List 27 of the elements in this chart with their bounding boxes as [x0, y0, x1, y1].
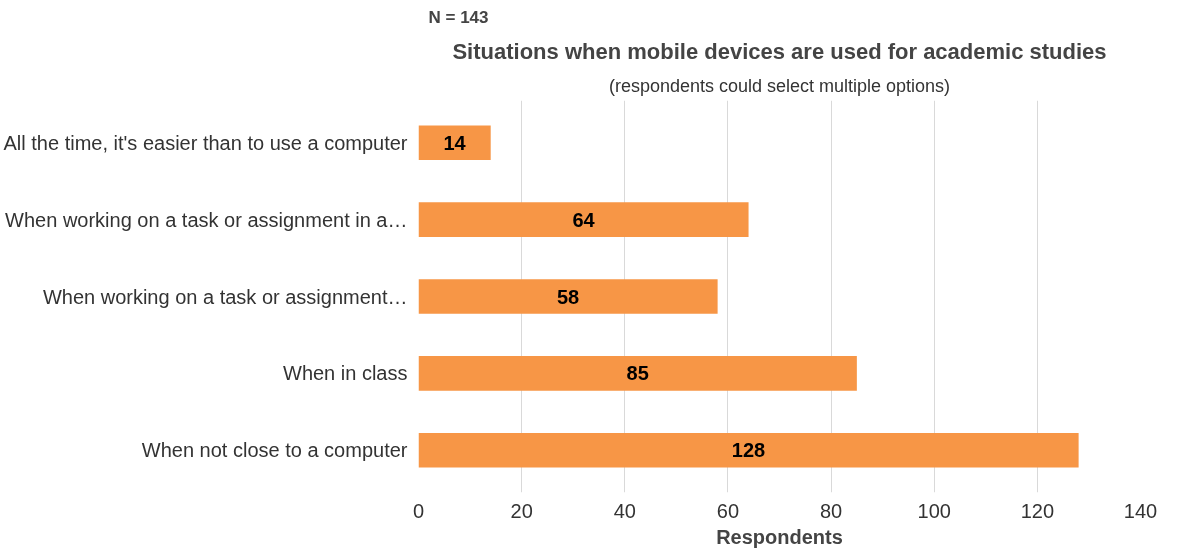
x-tick-label: 140: [1123, 499, 1158, 522]
x-tick-label: 120: [1020, 499, 1055, 522]
chart-subtitle: (respondents could select multiple options): [608, 75, 951, 96]
y-tick-label: When working on a task or assignment in a…: [5, 208, 408, 231]
data-label: 58: [556, 285, 580, 308]
chart-title: Situations when mobile devices are used for academic studies: [452, 38, 1107, 64]
bar: [418, 125, 491, 161]
x-tick-label: 20: [510, 499, 533, 522]
y-tick-label: When working on a task or assignment…: [42, 285, 408, 308]
y-tick-label: When not close to a computer: [141, 439, 408, 462]
x-tick-label: 0: [412, 499, 425, 522]
bar: [418, 202, 749, 237]
y-tick-label: All the time, it's easier than to use a computer: [3, 131, 408, 154]
x-tick-label: 40: [613, 499, 636, 522]
text: N = 143: [428, 7, 489, 27]
x-tick-label: 60: [716, 499, 740, 522]
x-tick-label: 100: [917, 499, 951, 522]
bar: [418, 356, 857, 391]
x-axis-title: Respondents: [716, 525, 843, 548]
y-tick-label: When in class: [283, 362, 408, 385]
data-label: 128: [731, 439, 766, 462]
x-tick-label: 80: [819, 499, 843, 522]
bar: [418, 279, 718, 314]
bar: [418, 432, 1079, 468]
data-label: 85: [626, 362, 649, 385]
data-label: 64: [572, 208, 596, 231]
data-label: 14: [443, 131, 467, 154]
